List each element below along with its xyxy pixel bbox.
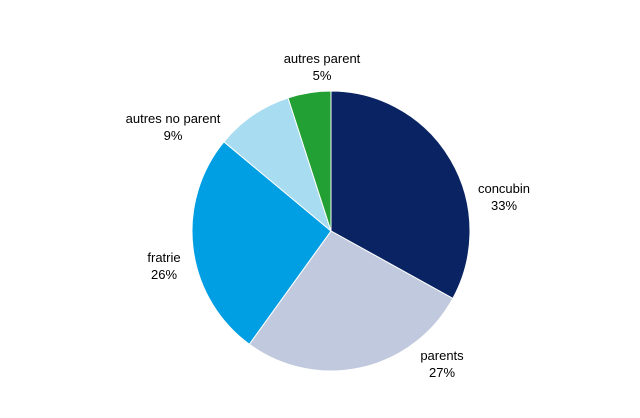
pie-slice-autres-no-parent	[223, 97, 333, 233]
pie-labels: concubin 33% parents 27% fratrie 26% aut…	[126, 51, 530, 380]
slice-label-autres-no-parent: autres no parent	[126, 111, 221, 126]
pie-slice-autres-parent	[287, 90, 332, 232]
pie-slice-fratrie	[191, 141, 332, 345]
slice-label-autres-parent: autres parent	[284, 51, 361, 66]
slice-value-concubin: 33%	[491, 198, 517, 213]
pie-slices	[191, 90, 471, 372]
slice-value-autres-parent: 5%	[313, 68, 332, 83]
pie-slice-concubin	[330, 90, 471, 300]
slice-value-parents: 27%	[429, 365, 455, 380]
pie-slice-parents	[248, 230, 454, 372]
slice-value-fratrie: 26%	[151, 267, 177, 282]
slice-value-autres-no-parent: 9%	[164, 128, 183, 143]
slice-label-parents: parents	[420, 348, 464, 363]
slice-label-concubin: concubin	[478, 181, 530, 196]
slice-label-fratrie: fratrie	[147, 250, 180, 265]
